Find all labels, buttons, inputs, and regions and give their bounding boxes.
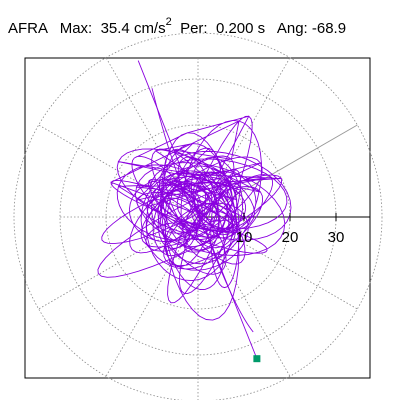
- motion-trace-loop-long: [151, 88, 254, 333]
- tick-label-30: 30: [328, 229, 345, 246]
- period-value: 0.200 s: [215, 20, 266, 37]
- grid-spoke-150: [38, 124, 199, 218]
- station-name: AFRA: [8, 20, 48, 37]
- grid-spoke-300: [197, 216, 291, 377]
- motion-trace-path: [97, 115, 292, 321]
- grid-spoke-330: [197, 216, 358, 310]
- trace-end-marker: [253, 355, 261, 363]
- grid-spoke-60: [197, 57, 291, 218]
- max-label: Max:: [59, 20, 93, 37]
- motion-trace: [97, 60, 292, 363]
- axes: [60, 58, 370, 218]
- grid-spoke-120: [105, 57, 199, 218]
- radial-ticks: 10 20 30: [236, 213, 345, 246]
- angle-label: Ang:: [276, 20, 308, 37]
- grid-spoke-240: [105, 216, 199, 377]
- tick-label-10: 10: [236, 229, 253, 246]
- max-unit-exponent: 2: [165, 16, 172, 28]
- tick-label-20: 20: [282, 229, 299, 246]
- max-value: 35.4: [100, 20, 130, 37]
- plot-frame: [24, 57, 371, 379]
- plot-header: AFRA Max: 35.4 cm/s2 Per: 0.200 s Ang: -…: [8, 14, 346, 39]
- max-unit: cm/s: [133, 20, 166, 37]
- grid-ring-40: [13, 32, 383, 400]
- grid-spoke-210: [38, 216, 199, 310]
- angle-value: -68.9: [311, 20, 347, 37]
